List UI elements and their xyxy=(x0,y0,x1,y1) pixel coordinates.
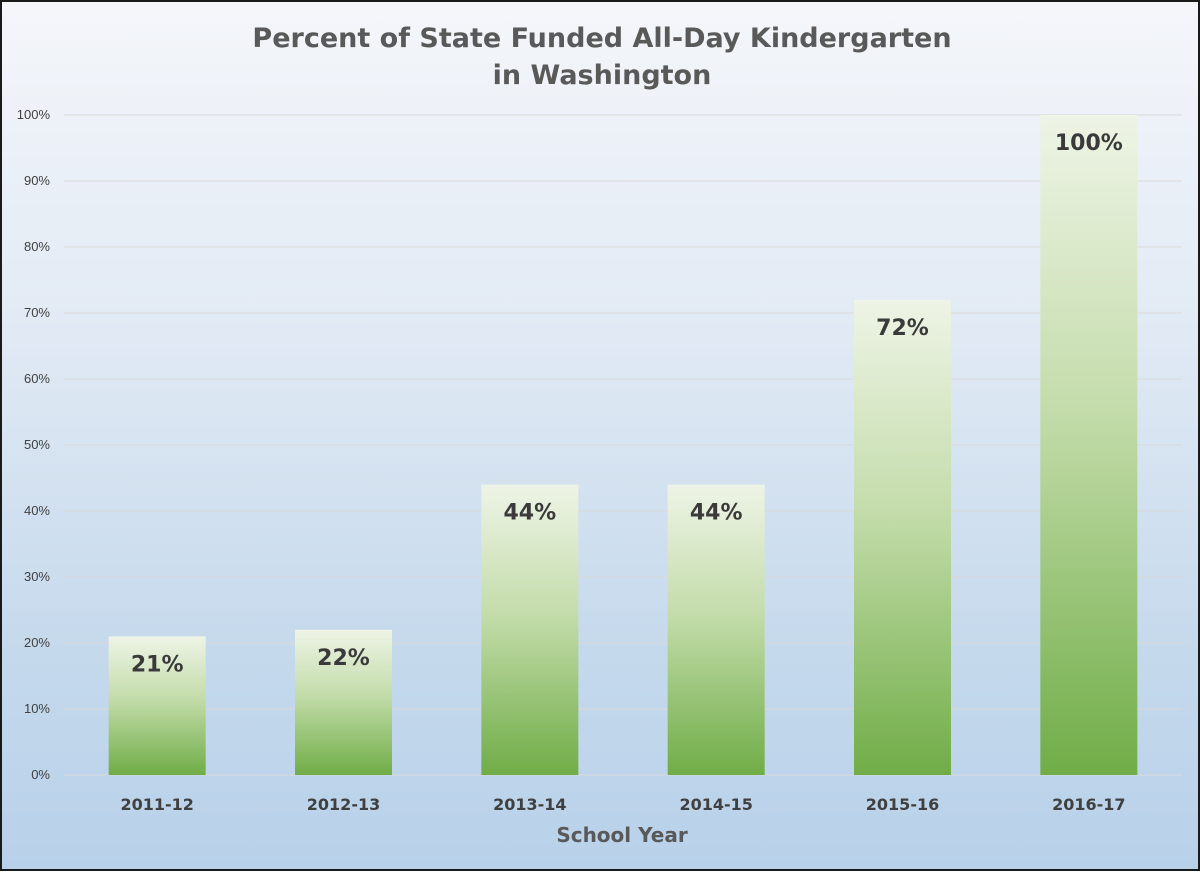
data-label-2015-16: 72% xyxy=(876,316,929,341)
bar-2016-17 xyxy=(1040,115,1138,775)
y-tick-label: 50% xyxy=(24,437,50,452)
x-axis-title: School Year xyxy=(556,823,688,847)
x-tick-label-2014-15: 2014-15 xyxy=(679,795,752,814)
data-label-2014-15: 44% xyxy=(690,501,743,526)
x-tick-label-2012-13: 2012-13 xyxy=(307,795,380,814)
y-tick-label: 40% xyxy=(24,503,50,518)
bars xyxy=(108,115,1138,775)
y-tick-label: 30% xyxy=(24,569,50,584)
bar-2015-16 xyxy=(854,299,951,775)
x-tick-label-2011-12: 2011-12 xyxy=(120,795,193,814)
bar-2011-12 xyxy=(108,636,206,775)
data-label-2012-13: 22% xyxy=(317,646,370,671)
y-tick-label: 20% xyxy=(24,635,50,650)
x-tick-label-2016-17: 2016-17 xyxy=(1052,795,1125,814)
y-tick-label: 70% xyxy=(24,305,50,320)
bar-2014-15 xyxy=(667,484,765,775)
bar-2012-13 xyxy=(295,629,392,775)
data-labels: 21% 22% 44% 44% 72% 100% xyxy=(131,131,1123,677)
y-tick-label: 90% xyxy=(24,173,50,188)
data-label-2011-12: 21% xyxy=(131,652,184,677)
y-axis-tick-labels: 0% 10% 20% 30% 40% 50% 60% 70% 80% 90% 100% xyxy=(17,107,51,782)
bar-2013-14 xyxy=(481,484,579,775)
y-tick-label: 10% xyxy=(24,701,50,716)
x-tick-label-2015-16: 2015-16 xyxy=(866,795,939,814)
y-tick-label: 100% xyxy=(17,107,51,122)
x-tick-label-2013-14: 2013-14 xyxy=(493,795,566,814)
y-tick-label: 60% xyxy=(24,371,50,386)
data-label-2013-14: 44% xyxy=(503,501,556,526)
data-label-2016-17: 100% xyxy=(1055,131,1123,156)
y-tick-label: 80% xyxy=(24,239,50,254)
chart-title-line-2: in Washington xyxy=(493,60,712,91)
x-axis-tick-labels: 2011-12 2012-13 2013-14 2014-15 2015-16 2016-… xyxy=(120,795,1125,814)
gridlines xyxy=(64,114,1182,776)
chart-title-line-1: Percent of State Funded All-Day Kinderga… xyxy=(252,23,951,54)
y-tick-label: 0% xyxy=(31,767,50,782)
